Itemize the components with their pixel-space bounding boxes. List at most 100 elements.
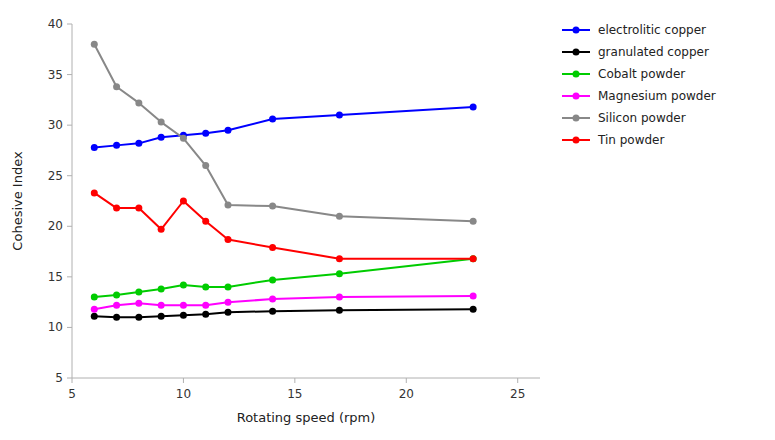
point bbox=[269, 276, 276, 283]
point bbox=[202, 311, 209, 318]
point bbox=[113, 142, 120, 149]
point bbox=[225, 202, 232, 209]
point bbox=[470, 306, 477, 313]
x-tick-label: 10 bbox=[176, 387, 191, 401]
point bbox=[225, 236, 232, 243]
point bbox=[158, 134, 165, 141]
y-tick bbox=[67, 226, 72, 227]
legend-label: Tin powder bbox=[597, 133, 664, 147]
series-line bbox=[94, 44, 473, 221]
x-tick bbox=[517, 378, 518, 383]
legend-label: electrolitic copper bbox=[598, 23, 706, 37]
point bbox=[470, 293, 477, 300]
y-tick-label: 25 bbox=[48, 169, 63, 183]
point bbox=[269, 203, 276, 210]
point bbox=[135, 205, 142, 212]
point bbox=[158, 119, 165, 126]
y-tick-label: 5 bbox=[55, 371, 63, 385]
point bbox=[158, 313, 165, 320]
x-axis bbox=[72, 378, 540, 379]
point bbox=[470, 255, 477, 262]
chart: 510152025510152025303540Rotating speed (… bbox=[0, 0, 775, 440]
point bbox=[470, 218, 477, 225]
point bbox=[336, 255, 343, 262]
y-tick bbox=[67, 276, 72, 277]
legend-label: granulated copper bbox=[598, 45, 709, 59]
x-tick bbox=[294, 378, 295, 383]
point bbox=[202, 218, 209, 225]
point bbox=[180, 281, 187, 288]
point bbox=[202, 130, 209, 137]
point bbox=[113, 314, 120, 321]
x-tick bbox=[406, 378, 407, 383]
point bbox=[158, 302, 165, 309]
point bbox=[336, 307, 343, 314]
y-axis-label: Cohesive Index bbox=[10, 151, 25, 251]
legend-label: Cobalt powder bbox=[598, 67, 685, 81]
y-tick bbox=[67, 125, 72, 126]
point bbox=[180, 302, 187, 309]
point bbox=[180, 135, 187, 142]
point bbox=[269, 308, 276, 315]
point bbox=[113, 205, 120, 212]
point bbox=[135, 99, 142, 106]
y-tick-label: 15 bbox=[48, 270, 63, 284]
point bbox=[91, 189, 98, 196]
x-tick-label: 15 bbox=[287, 387, 302, 401]
legend-marker bbox=[573, 71, 580, 78]
point bbox=[225, 127, 232, 134]
legend-label: Magnesium powder bbox=[598, 89, 716, 103]
y-tick-label: 35 bbox=[48, 68, 63, 82]
legend-marker bbox=[573, 27, 580, 34]
point bbox=[135, 289, 142, 296]
point bbox=[91, 306, 98, 313]
point bbox=[91, 313, 98, 320]
point bbox=[336, 294, 343, 301]
legend-marker bbox=[573, 93, 580, 100]
point bbox=[91, 144, 98, 151]
y-tick bbox=[67, 378, 72, 379]
point bbox=[225, 309, 232, 316]
point bbox=[180, 198, 187, 205]
legend-marker bbox=[573, 115, 580, 122]
y-tick bbox=[67, 24, 72, 25]
y-tick bbox=[67, 175, 72, 176]
point bbox=[135, 140, 142, 147]
point bbox=[135, 300, 142, 307]
y-tick-label: 10 bbox=[48, 320, 63, 334]
point bbox=[113, 83, 120, 90]
point bbox=[336, 213, 343, 220]
point bbox=[225, 299, 232, 306]
point bbox=[225, 283, 232, 290]
series-line bbox=[94, 259, 473, 297]
y-tick-label: 30 bbox=[48, 118, 63, 132]
y-tick-label: 20 bbox=[48, 219, 63, 233]
point bbox=[202, 302, 209, 309]
point bbox=[158, 226, 165, 233]
point bbox=[202, 283, 209, 290]
point bbox=[202, 162, 209, 169]
point bbox=[158, 285, 165, 292]
x-tick bbox=[183, 378, 184, 383]
legend-label: Silicon powder bbox=[598, 111, 686, 125]
legend-marker bbox=[573, 137, 580, 144]
point bbox=[269, 296, 276, 303]
point bbox=[336, 112, 343, 119]
y-tick bbox=[67, 327, 72, 328]
point bbox=[91, 294, 98, 301]
y-tick-label: 40 bbox=[48, 17, 63, 31]
point bbox=[336, 270, 343, 277]
x-tick-label: 25 bbox=[510, 387, 525, 401]
legend-marker bbox=[573, 49, 580, 56]
series-line bbox=[94, 296, 473, 309]
x-axis-label: Rotating speed (rpm) bbox=[237, 410, 376, 425]
point bbox=[470, 103, 477, 110]
point bbox=[91, 41, 98, 48]
point bbox=[269, 116, 276, 123]
y-tick bbox=[67, 74, 72, 75]
point bbox=[269, 244, 276, 251]
x-tick bbox=[72, 378, 73, 383]
point bbox=[113, 302, 120, 309]
series-line bbox=[94, 193, 473, 259]
x-tick-label: 20 bbox=[399, 387, 414, 401]
